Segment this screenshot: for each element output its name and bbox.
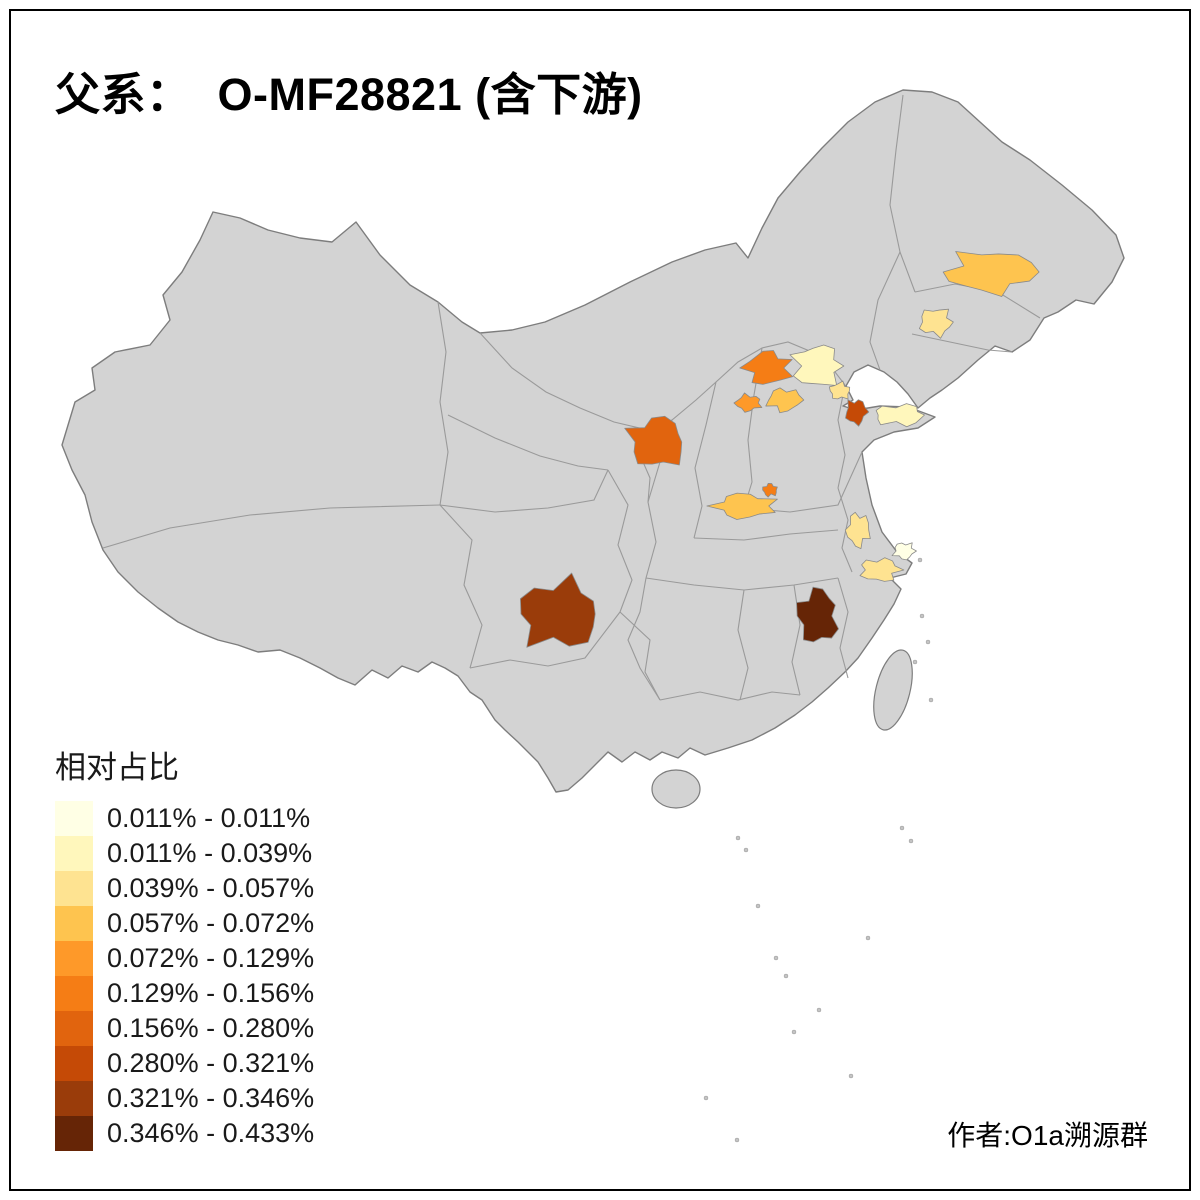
province-border [737, 589, 749, 701]
province-border [102, 504, 441, 549]
legend-swatch [55, 1081, 93, 1116]
legend-row: 0.280% - 0.321% [55, 1046, 314, 1081]
province-border [607, 469, 633, 613]
small-islet [919, 613, 925, 619]
region-sichuan-dark [520, 572, 596, 648]
province-border [627, 577, 661, 701]
province-border [837, 384, 846, 489]
legend-row: 0.039% - 0.057% [55, 871, 314, 906]
province-border [659, 691, 801, 701]
legend-row: 0.011% - 0.039% [55, 836, 314, 871]
region-shijiazhuang-light [765, 387, 805, 414]
region-shanghai-pale [891, 542, 917, 561]
province-border [439, 469, 609, 513]
region-bohai-dark-red [845, 399, 870, 427]
small-islet [735, 835, 741, 841]
legend-swatch [55, 1116, 93, 1151]
province-border [693, 529, 839, 541]
small-islet [791, 1029, 797, 1035]
attribution-text: 作者:O1a溯源群 [947, 1120, 1148, 1151]
legend-swatch [55, 801, 93, 836]
legend-row: 0.156% - 0.280% [55, 1011, 314, 1046]
legend-title: 相对占比 [55, 750, 179, 785]
legend-label: 0.280% - 0.321% [107, 1048, 315, 1078]
region-liaoning-pale [918, 308, 954, 339]
province-border [837, 487, 853, 573]
small-islet [912, 659, 918, 665]
region-shaanxi-orange [624, 415, 683, 466]
legend-label: 0.346% - 0.433% [107, 1118, 315, 1148]
small-islet [773, 955, 779, 961]
small-islet [917, 557, 923, 563]
legend-row: 0.072% - 0.129% [55, 941, 314, 976]
province-border [619, 611, 661, 701]
region-shandong-pale [875, 403, 925, 428]
region-hebei-orange [739, 350, 794, 385]
small-islet [899, 825, 905, 831]
small-islet [734, 1137, 740, 1143]
province-border [437, 301, 449, 506]
legend-swatch [55, 906, 93, 941]
province-border [869, 251, 901, 371]
province-border [469, 611, 621, 669]
region-zhejiang-pale [859, 557, 905, 582]
small-islet [928, 697, 934, 703]
small-islet [865, 935, 871, 941]
region-beijing-small-pale [828, 380, 851, 400]
province-border [479, 332, 846, 431]
legend-label: 0.156% - 0.280% [107, 1013, 315, 1043]
legend-row: 0.321% - 0.346% [55, 1081, 314, 1116]
small-islet [743, 847, 749, 853]
region-small-orange-dot [762, 482, 778, 498]
legend-label: 0.011% - 0.011% [107, 803, 311, 833]
province-border [837, 577, 849, 679]
small-islet [755, 903, 761, 909]
region-beijing-pale [789, 344, 845, 386]
legend-swatch [55, 836, 93, 871]
legend-swatch [55, 976, 93, 1011]
small-islet [703, 1095, 709, 1101]
hainan-island [651, 769, 701, 809]
legend-row: 0.057% - 0.072% [55, 906, 314, 941]
legend-label: 0.011% - 0.039% [107, 838, 313, 868]
region-hebei-small-orange [733, 392, 763, 413]
province-border [693, 381, 717, 539]
province-border [911, 333, 1013, 353]
mainland-china-shape [61, 89, 1125, 793]
legend-swatch [55, 1046, 93, 1081]
legend-row: 0.011% - 0.011% [55, 801, 314, 836]
region-northeast-light-orange [942, 251, 1040, 297]
small-islet [925, 639, 931, 645]
small-islet [848, 1073, 854, 1079]
small-islet [816, 1007, 822, 1013]
legend-label: 0.321% - 0.346% [107, 1083, 315, 1113]
region-hunan-darkest [796, 586, 839, 643]
legend-label: 0.057% - 0.072% [107, 908, 315, 938]
legend-row: 0.346% - 0.433% [55, 1116, 314, 1151]
figure-title: 父系： O-MF28821 (含下游) [55, 69, 643, 120]
legend-label: 0.129% - 0.156% [107, 978, 315, 1008]
legend: 相对占比 0.011% - 0.011% 0.011% - 0.039% 0.039… [55, 742, 314, 1151]
legend-swatch [55, 941, 93, 976]
taiwan-island [873, 649, 913, 731]
legend-label: 0.072% - 0.129% [107, 943, 315, 973]
province-border [889, 94, 916, 293]
province-border [439, 504, 483, 669]
province-border [447, 414, 609, 471]
legend-swatch [55, 871, 93, 906]
legend-row: 0.129% - 0.156% [55, 976, 314, 1011]
small-islet [908, 838, 914, 844]
legend-rows: 0.011% - 0.011% 0.011% - 0.039% 0.039% - 0… [55, 801, 314, 1151]
legend-swatch [55, 1011, 93, 1046]
small-islet [783, 973, 789, 979]
region-jiangsu-pale [844, 511, 871, 550]
region-henan-light-orange [706, 492, 778, 520]
legend-label: 0.039% - 0.057% [107, 873, 315, 903]
